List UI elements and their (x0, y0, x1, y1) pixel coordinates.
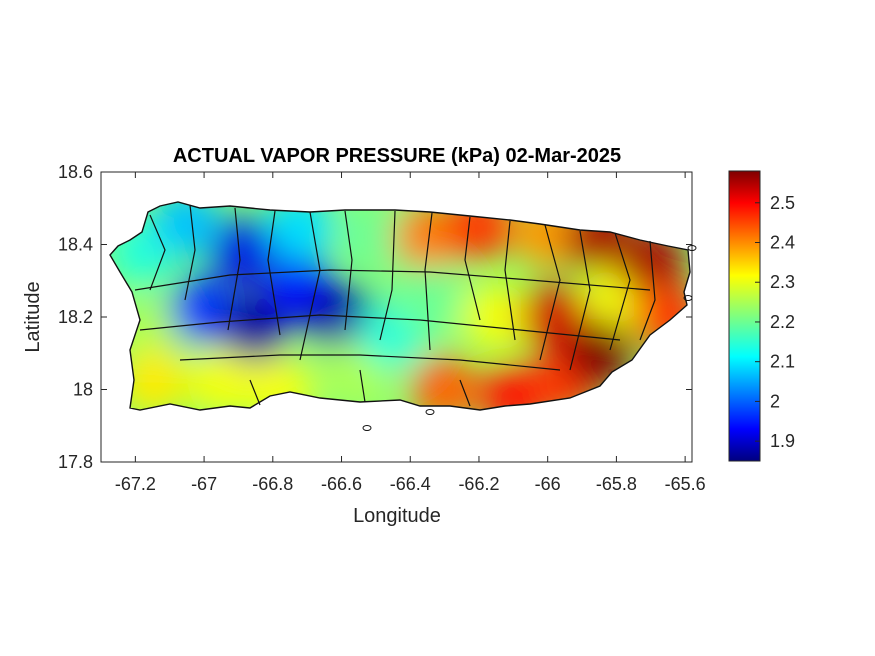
municipality-boundary (569, 230, 591, 371)
x-axis-ticks: -67.2 -67 -66.8 -66.6 -66.4 -66.2 -66 -65.8 -65.… (115, 172, 706, 494)
municipality-boundaries (134, 204, 656, 407)
municipality-boundary (249, 379, 261, 406)
islet (425, 409, 435, 415)
municipality-boundary (184, 204, 196, 301)
x-tick-label: -67.2 (115, 474, 156, 494)
island-coastline (109, 201, 691, 411)
municipality-boundary (179, 354, 561, 371)
x-tick-label: -65.6 (665, 474, 706, 494)
islet (362, 425, 372, 431)
municipality-boundary (539, 224, 561, 361)
municipality-boundary (609, 232, 631, 351)
offshore-islets (362, 245, 697, 431)
field-sample (211, 217, 280, 286)
y-tick-label: 18.6 (58, 162, 93, 182)
municipality-boundary (139, 314, 621, 341)
municipality-boundary (504, 220, 516, 341)
colorbar-ticks: 1.9 2 2.1 2.2 2.3 2.4 2.5 (755, 193, 795, 451)
y-axis-ticks: 17.8 18 18.2 18.4 18.6 (58, 162, 692, 472)
x-tick-label: -66.2 (458, 474, 499, 494)
municipality-boundary (267, 210, 281, 336)
colorbar-tick-label: 2 (770, 391, 780, 411)
x-tick-label: -66.4 (390, 474, 431, 494)
map-axes: -67.2 -67 -66.8 -66.6 -66.4 -66.2 -66 -65.8 -65.… (58, 162, 706, 494)
islet (687, 245, 697, 251)
field-sample (118, 348, 187, 410)
x-tick-label: -67 (191, 474, 217, 494)
islet (683, 295, 693, 301)
field-sample (393, 203, 462, 272)
municipality-boundary (344, 210, 353, 331)
x-axis-label: Longitude (353, 505, 441, 527)
field-sample (393, 264, 462, 333)
y-tick-label: 18.4 (58, 235, 93, 255)
y-axis-label: Latitude (22, 281, 44, 352)
colorbar-tick-label: 1.9 (770, 431, 795, 451)
field-sample (221, 293, 290, 362)
x-tick-label: -66.6 (321, 474, 362, 494)
x-tick-label: -66.8 (252, 474, 293, 494)
field-sample (170, 275, 239, 344)
field-sample (462, 283, 531, 351)
municipality-boundary (464, 216, 481, 321)
field-sample (307, 283, 376, 351)
municipality-boundary (459, 379, 471, 407)
x-tick-label: -65.8 (596, 474, 637, 494)
colorbar-tick-label: 2.4 (770, 233, 795, 253)
municipality-boundary (149, 214, 166, 291)
municipality-boundary (639, 240, 656, 341)
colorbar-gradient (728, 170, 761, 462)
municipality-boundary (424, 212, 433, 351)
field-sample (479, 362, 548, 410)
y-tick-label: 17.8 (58, 452, 93, 472)
y-tick-label: 18.2 (58, 307, 93, 327)
colorbar-tick-label: 2.1 (770, 352, 795, 372)
field-sample (187, 348, 256, 410)
y-tick-label: 18 (73, 380, 93, 400)
x-tick-label: -66 (535, 474, 561, 494)
municipality-boundary (379, 210, 396, 341)
colorbar-tick-label: 2.5 (770, 193, 795, 213)
colorbar: 1.9 2 2.1 2.2 2.3 2.4 2.5 (728, 170, 795, 462)
municipality-boundary (359, 369, 366, 403)
chart-title: ACTUAL VAPOR PRESSURE (kPa) 02-Mar-2025 (173, 145, 621, 167)
colorbar-tick-label: 2.2 (770, 312, 795, 332)
colorbar-tick-label: 2.3 (770, 272, 795, 292)
municipality-boundary (134, 269, 651, 291)
municipality-boundary (227, 207, 241, 331)
